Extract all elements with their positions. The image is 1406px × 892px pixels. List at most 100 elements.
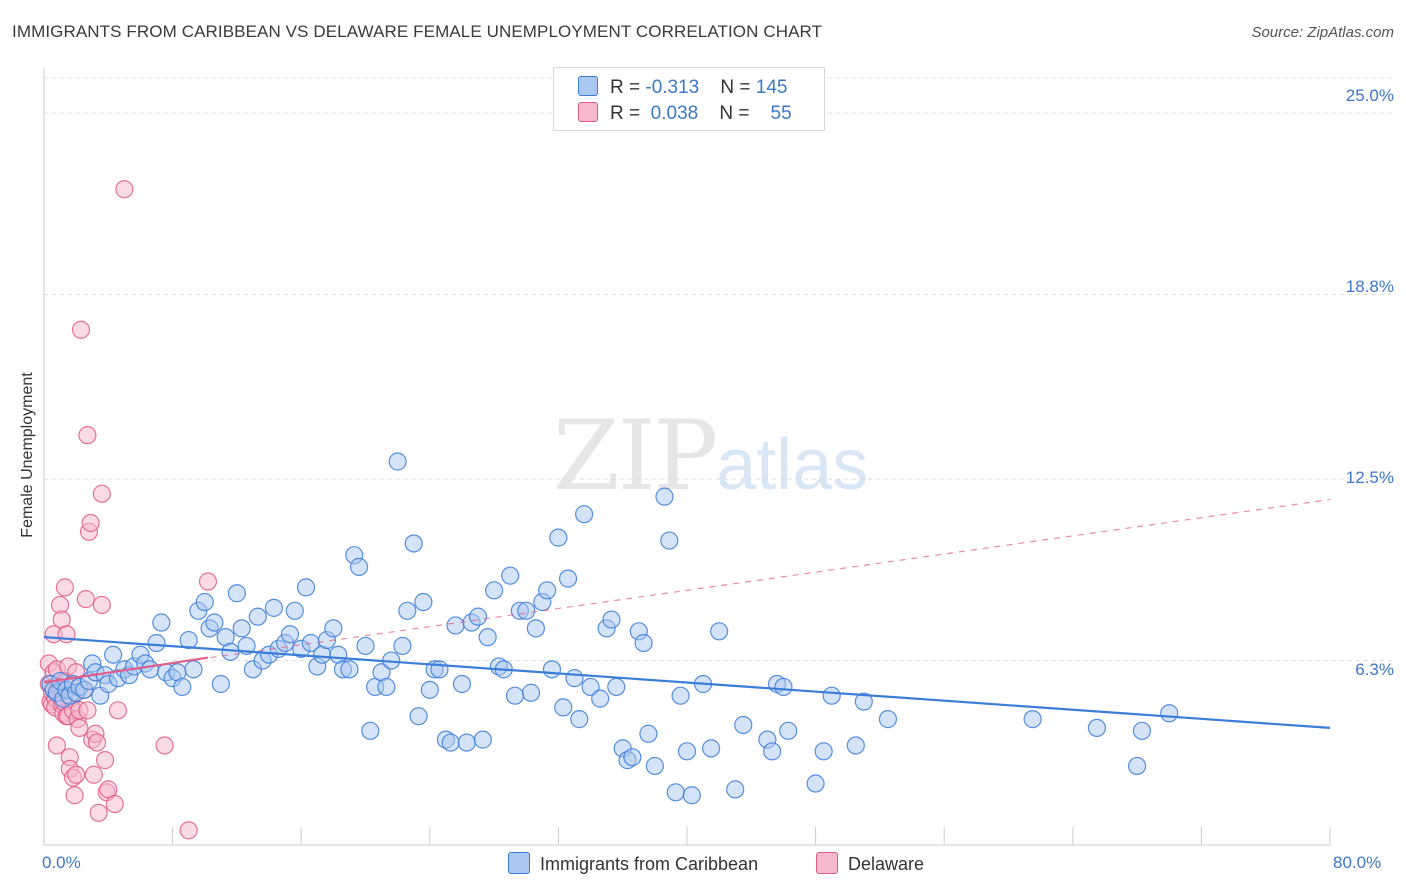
y-tick-label: 6.3%: [1355, 660, 1394, 679]
caribbean-point: [763, 742, 782, 761]
grid-lines: [44, 77, 1392, 662]
delaware-point: [65, 786, 84, 805]
caribbean-point: [195, 592, 214, 612]
caribbean-point: [846, 736, 865, 755]
caribbean-point: [677, 742, 697, 761]
caribbean-point: [645, 756, 664, 776]
delaware-point: [92, 484, 111, 503]
caribbean-points: [41, 452, 1179, 805]
legend-n-label: N =: [720, 77, 756, 98]
caribbean-point: [702, 739, 721, 758]
caribbean-point: [806, 774, 825, 793]
delaware-point: [87, 733, 107, 752]
caribbean-point: [623, 748, 642, 767]
delaware-point: [115, 180, 134, 199]
caribbean-point: [296, 578, 316, 597]
delaware-point: [71, 320, 91, 339]
caribbean-point: [878, 710, 898, 729]
caribbean-point: [393, 636, 412, 656]
legend-n-value: 145: [755, 77, 788, 98]
legend-row-caribbean: R = -0.313 N = 145: [578, 76, 787, 99]
source-label: Source: ZipAtlas.com: [1251, 24, 1394, 41]
caribbean-point: [446, 616, 465, 635]
caribbean-point: [607, 677, 626, 697]
caribbean-point: [184, 660, 203, 679]
delaware-point: [55, 578, 74, 597]
delaware-point: [105, 794, 124, 814]
caribbean-point: [734, 715, 753, 735]
delaware-point: [47, 736, 66, 755]
caribbean-point: [147, 633, 166, 653]
caribbean-point: [404, 534, 423, 553]
caribbean-point: [1160, 704, 1179, 723]
caribbean-point: [280, 625, 300, 644]
watermark-zip: ZIP: [553, 400, 718, 512]
delaware-point: [155, 736, 174, 755]
caribbean-point: [377, 677, 396, 697]
delaware-point: [81, 513, 100, 533]
caribbean-point: [356, 636, 375, 656]
delaware-point: [108, 701, 128, 720]
caribbean-point: [361, 721, 380, 740]
caribbean-point: [854, 692, 873, 711]
caribbean-point: [388, 452, 407, 471]
caribbean-point: [501, 566, 520, 585]
delaware-point: [78, 701, 97, 720]
delaware-point: [78, 426, 97, 445]
caribbean-point: [549, 528, 568, 547]
delaware-point: [67, 765, 86, 784]
y-tick-label: 12.5%: [1345, 468, 1394, 487]
caribbean-point: [1087, 718, 1107, 738]
caribbean-point: [398, 601, 417, 620]
caribbean-point: [822, 686, 841, 705]
caribbean-point: [441, 733, 460, 752]
bottom-legend-label: Delaware: [848, 854, 925, 874]
watermark: ZIPatlas: [553, 400, 868, 512]
caribbean-point: [227, 584, 246, 603]
caribbean-point: [575, 505, 594, 524]
caribbean-point: [1023, 710, 1042, 729]
caribbean-point: [409, 707, 428, 726]
caribbean-point: [538, 581, 557, 600]
caribbean-point: [211, 674, 230, 694]
caribbean-point: [682, 786, 701, 805]
caribbean-point: [1127, 756, 1147, 776]
legend-row-delaware: R = 0.038 N = 55: [578, 102, 792, 125]
caribbean-point: [324, 619, 343, 638]
caribbean-point: [152, 613, 171, 632]
caribbean-point: [779, 721, 798, 740]
bottom-legend-swatch-pink: [816, 852, 838, 874]
bottom-legend-label: Immigrants from Caribbean: [540, 854, 759, 874]
caribbean-point: [602, 610, 621, 629]
y-tick-label: 18.8%: [1345, 277, 1394, 296]
caribbean-point: [591, 689, 610, 708]
chart-title: IMMIGRANTS FROM CARIBBEAN VS DELAWARE FE…: [12, 22, 823, 41]
bottom-legend-caribbean: Immigrants from Caribbean: [508, 852, 758, 875]
caribbean-point: [179, 630, 198, 650]
delaware-point: [95, 751, 115, 770]
stats-legend: R = -0.313 N = 145 R = 0.038 N = 55: [553, 67, 825, 131]
delaware-trend-solid: [43, 656, 209, 684]
legend-r-label: R =: [610, 103, 646, 124]
caribbean-point: [1132, 721, 1152, 740]
legend-swatch-blue: [578, 76, 598, 96]
delaware-point: [198, 572, 218, 591]
caribbean-point: [554, 698, 573, 717]
caribbean-point: [565, 669, 584, 688]
caribbean-point: [774, 677, 793, 697]
caribbean-point: [814, 742, 833, 761]
legend-n-label: N =: [719, 103, 755, 124]
caribbean-point: [570, 710, 589, 729]
y-axis-label: Female Unemployment: [19, 372, 36, 538]
legend-n-value: 55: [770, 103, 792, 124]
caribbean-point: [634, 633, 653, 653]
caribbean-point: [726, 780, 745, 799]
caribbean-point: [430, 660, 449, 679]
caribbean-point: [349, 557, 369, 576]
legend-r-label: R =: [610, 77, 646, 98]
axes: [43, 68, 1331, 846]
caribbean-point: [414, 592, 433, 612]
delaware-points: [39, 180, 218, 840]
caribbean-point: [468, 607, 488, 626]
